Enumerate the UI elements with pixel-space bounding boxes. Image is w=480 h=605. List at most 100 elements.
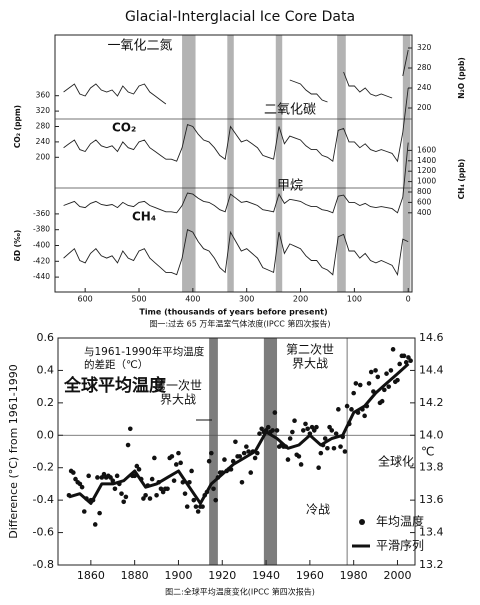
annual-point [171, 478, 177, 483]
annual-point [136, 467, 142, 472]
annual-point [318, 450, 324, 456]
annual-point [189, 468, 194, 474]
x-tick-label: 400 [185, 295, 200, 304]
annual-point [257, 431, 262, 436]
annual-point [108, 475, 113, 480]
annual-point [248, 470, 254, 475]
annual-point [298, 462, 304, 467]
annual-point [176, 450, 181, 456]
y-tick-label: 320 [36, 106, 51, 115]
annual-point [388, 368, 394, 373]
y-tick-label: 800 [417, 187, 432, 196]
interglacial-band [227, 35, 234, 292]
y-tick-label: 0.0 [37, 428, 55, 441]
y-tick-label: 1400 [417, 156, 436, 165]
annual-point [357, 382, 363, 388]
annual-point [101, 471, 107, 477]
annual-point [329, 428, 335, 433]
x-tick-label: 1980 [340, 569, 368, 582]
annual-point [301, 428, 306, 433]
annual-point [165, 486, 170, 492]
annual-point [379, 398, 385, 404]
annual-point [287, 436, 293, 441]
annual-point [123, 494, 129, 500]
annual-point [178, 460, 183, 466]
annual-point [241, 450, 247, 456]
chart-title: Glacial-Interglacial Ice Core Data [125, 9, 355, 25]
y-tick-label: -0.2 [33, 461, 54, 474]
annual-point [209, 450, 214, 456]
series-note: 二氧化碳 [264, 103, 316, 118]
plot-frame [54, 34, 413, 293]
y2-tick-label: 14.4 [419, 363, 444, 376]
annual-point [191, 497, 197, 503]
y-tick-label: 240 [36, 137, 51, 146]
annual-point [127, 426, 133, 432]
annual-point [158, 486, 164, 492]
annual-point [305, 426, 310, 432]
war-band [263, 338, 278, 565]
series-note: 甲烷 [277, 179, 303, 194]
y-tick-label: 360 [36, 91, 51, 100]
annual-point [274, 428, 280, 433]
y-tick-label: 200 [417, 103, 432, 112]
annual-point [81, 509, 87, 514]
annual-point [134, 463, 140, 469]
y2-tick-label: 14.0 [419, 428, 444, 441]
subtitle: 与1961-1990年平均温度 [84, 345, 205, 358]
annual-point [86, 473, 91, 479]
caption: 图二:全球平均温度变化(IPCC 第四次报告) [165, 587, 315, 597]
annotation: 冷战 [306, 503, 330, 517]
annual-point [331, 445, 337, 451]
annual-point [182, 491, 188, 496]
annual-point [141, 496, 146, 501]
smoothed-line [68, 362, 410, 505]
annual-point [338, 444, 343, 449]
y-tick-label: -420 [33, 256, 50, 265]
war-band [209, 338, 218, 565]
annual-point [206, 458, 212, 464]
annotation: 第二次世 [286, 343, 334, 357]
x-tick-label: 2000 [383, 569, 411, 582]
y-axis-label: CO₂ (ppm) [13, 105, 22, 148]
y2-tick-label: 13.8 [419, 461, 444, 474]
x-tick-label: 1860 [77, 569, 105, 582]
annual-point [169, 454, 175, 459]
annual-point [252, 455, 258, 461]
annual-point [154, 492, 159, 498]
annotation: 全球化 [378, 454, 414, 469]
annotation: 界大战 [292, 357, 328, 371]
annual-point [314, 424, 319, 430]
annual-point [244, 444, 249, 449]
annual-point [395, 377, 400, 383]
annual-point [333, 431, 339, 436]
y-axis-label: CH₄ (ppb) [457, 159, 466, 200]
caption: 图一:过去 65 万年温室气体浓度(IPCC 第四次报告) [149, 319, 330, 329]
annual-point [362, 413, 367, 419]
annual-point [211, 486, 216, 492]
annual-point [325, 445, 330, 451]
y-tick-label: -0.8 [33, 558, 54, 571]
annual-point [290, 429, 295, 435]
annual-point [71, 470, 76, 475]
annual-point [311, 428, 317, 433]
x-axis-label: Time (thousands of years before present) [139, 308, 327, 317]
x-tick-label: 200 [293, 295, 308, 304]
annual-point [152, 455, 157, 461]
y-tick-label: 1200 [417, 166, 436, 175]
annual-point [384, 371, 389, 376]
annual-point [233, 439, 238, 445]
y2-axis-label: ℃ [421, 445, 434, 459]
y-tick-label: -0.6 [33, 526, 54, 539]
annual-point [366, 381, 372, 386]
annual-point [373, 368, 378, 373]
annual-point [119, 491, 124, 496]
annual-point [173, 462, 179, 467]
annual-point [259, 426, 264, 432]
y2-tick-label: 14.6 [419, 331, 444, 344]
series-line [63, 87, 409, 163]
y-tick-label: -380 [33, 225, 50, 234]
annual-point [147, 496, 153, 501]
annual-point [303, 421, 308, 427]
